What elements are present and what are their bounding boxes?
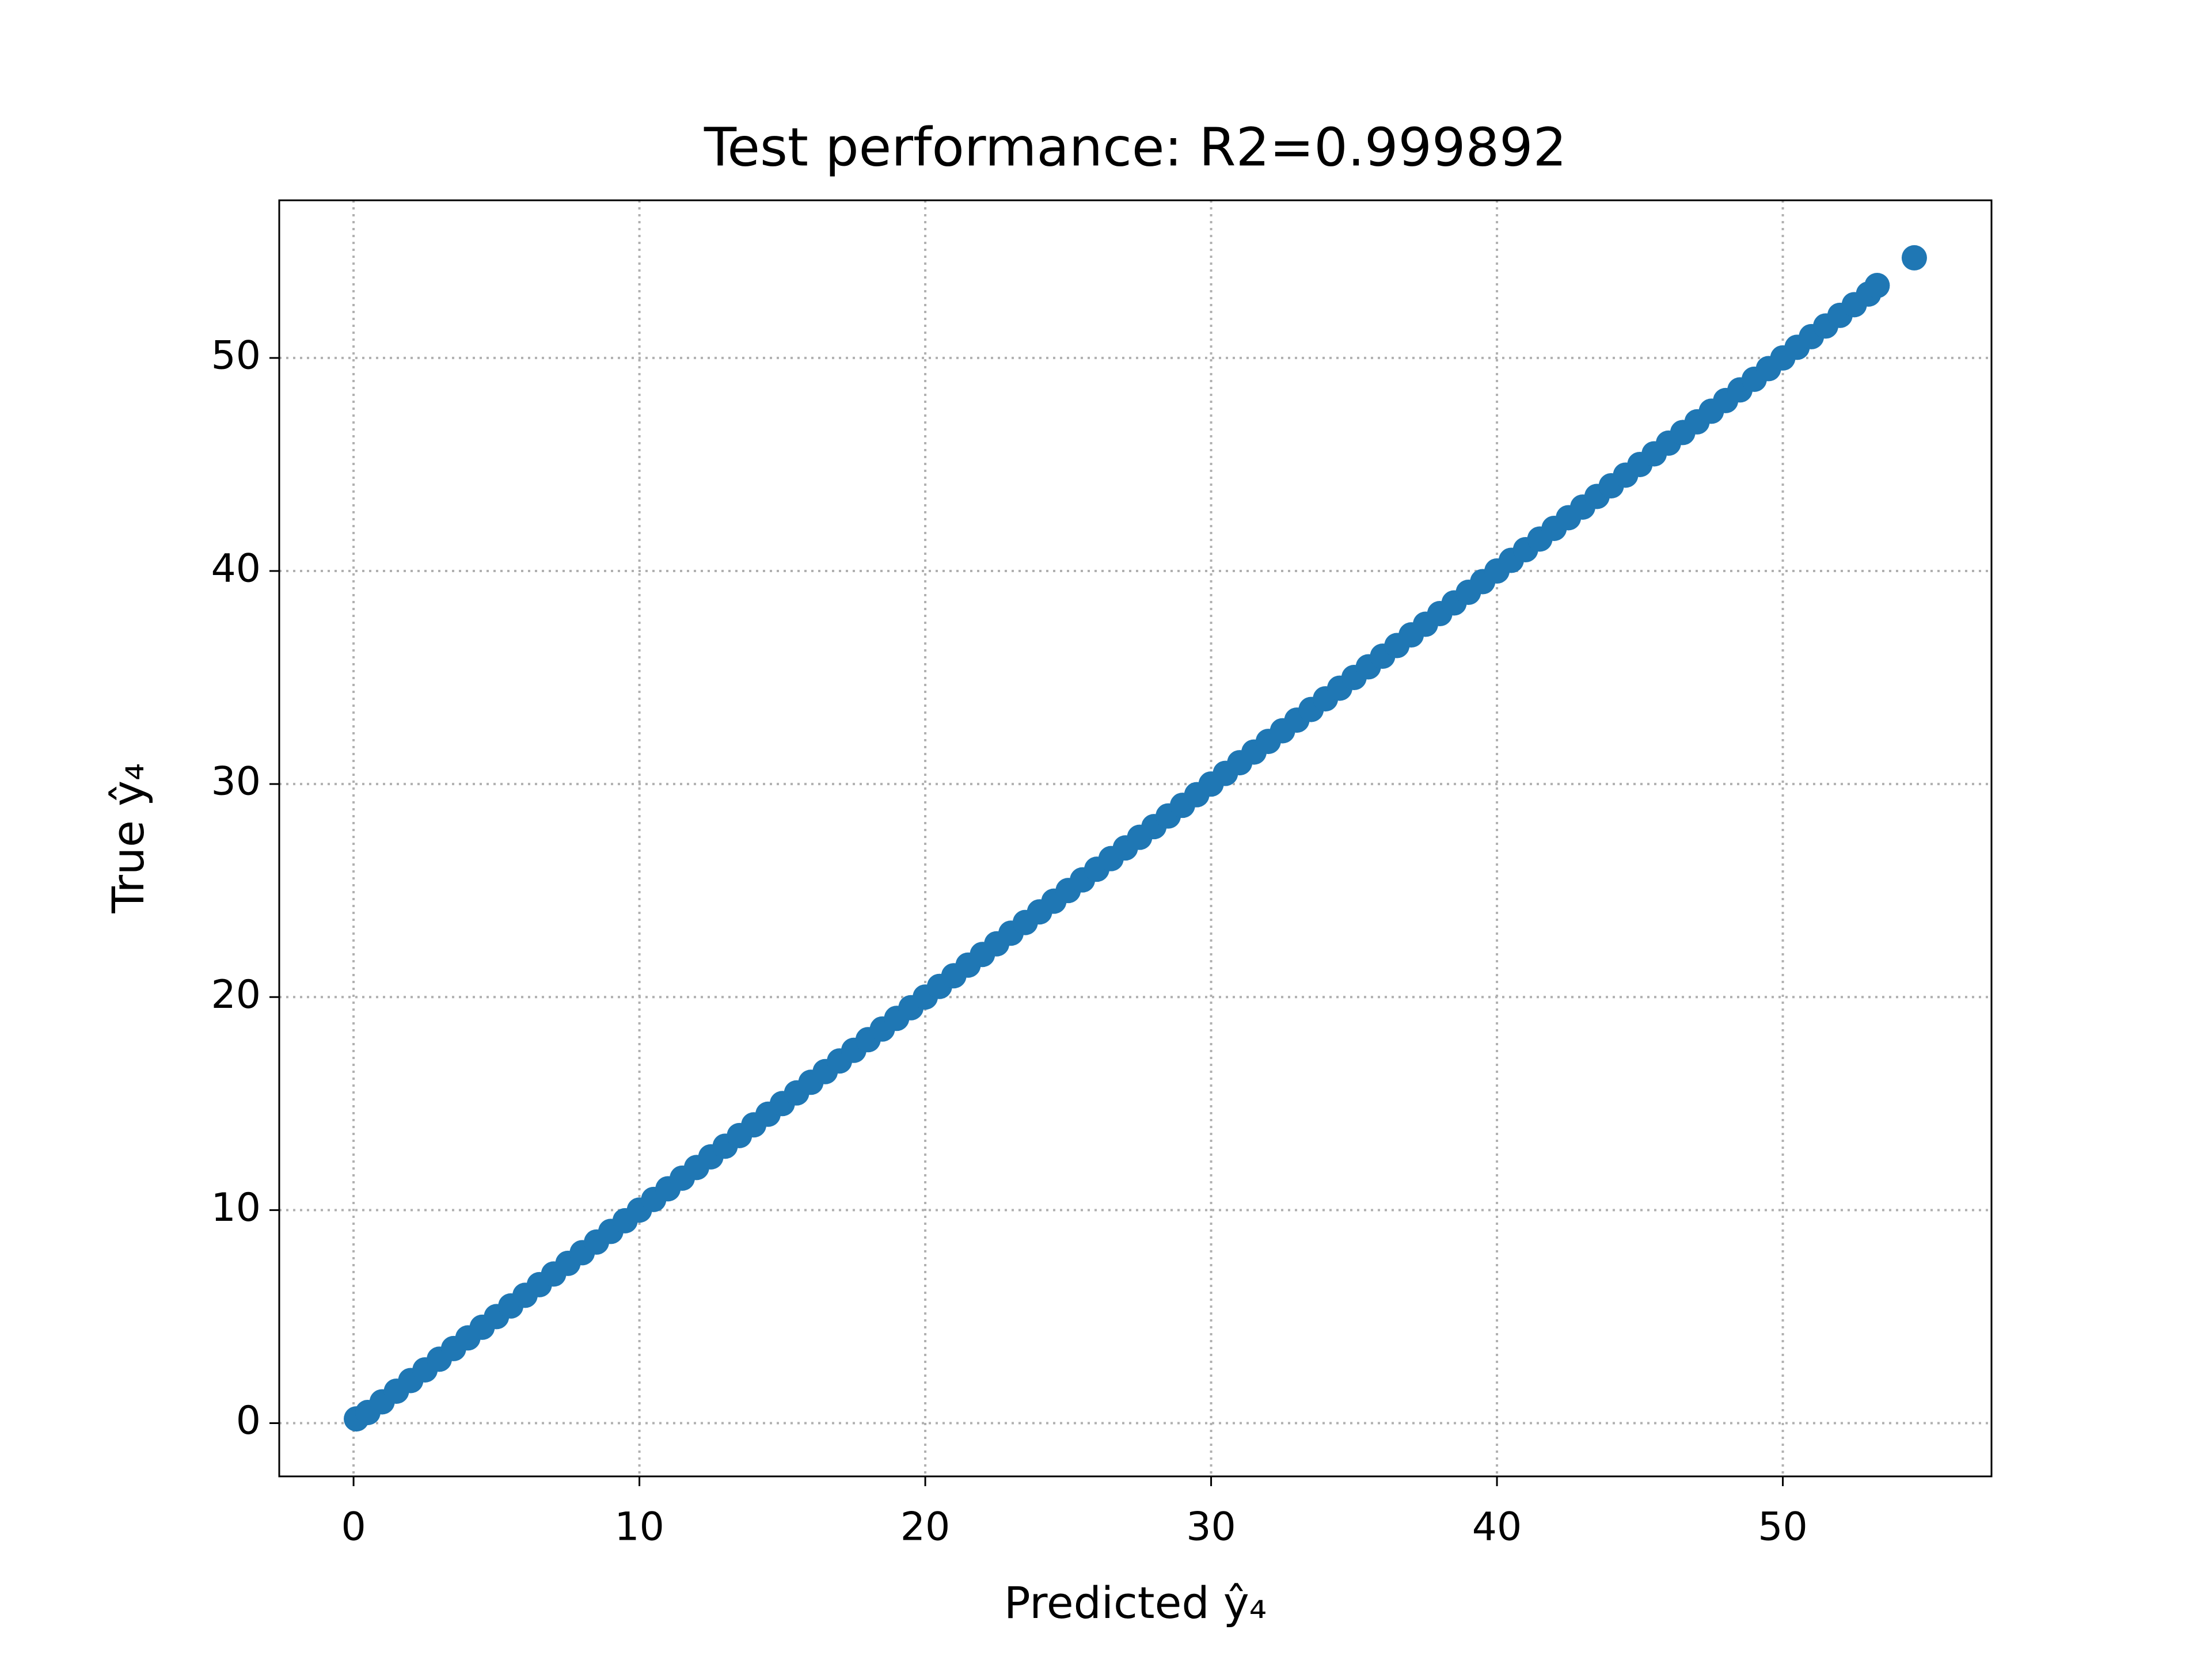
y-tick-label: 10 — [211, 1185, 261, 1231]
y-tick-label: 0 — [236, 1398, 261, 1444]
y-tick-label: 20 — [211, 972, 261, 1018]
x-axis-label: Predicted ŷ₄ — [1004, 1577, 1267, 1628]
x-tick-label: 30 — [1186, 1505, 1236, 1550]
point — [1864, 273, 1890, 299]
x-tick-label: 10 — [614, 1505, 664, 1550]
y-tick-label: 40 — [211, 546, 261, 592]
y-axis-label: True ŷ₄ — [102, 763, 154, 913]
x-tick-label: 50 — [1758, 1505, 1808, 1550]
x-tick-label: 20 — [900, 1505, 951, 1550]
chart-title: Test performance: R2=0.999892 — [704, 116, 1567, 178]
plot-frame — [278, 199, 1993, 1478]
x-tick-label: 0 — [341, 1505, 366, 1550]
point — [1901, 245, 1927, 271]
y-tick-label: 30 — [211, 759, 261, 805]
x-tick-label: 40 — [1472, 1505, 1522, 1550]
y-tick-label: 50 — [211, 333, 261, 378]
